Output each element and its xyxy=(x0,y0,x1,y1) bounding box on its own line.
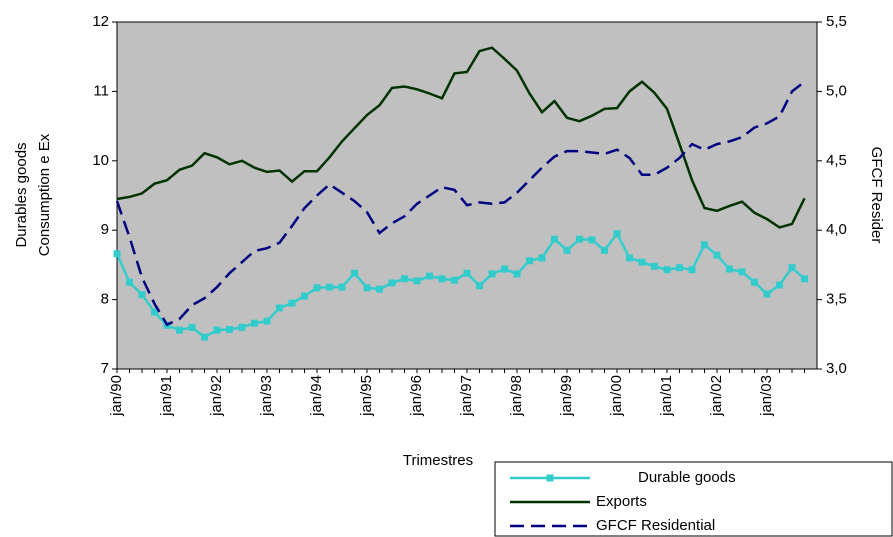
data-point xyxy=(338,283,346,291)
data-point xyxy=(113,250,121,258)
data-point xyxy=(676,264,683,272)
data-point xyxy=(176,326,183,334)
data-point xyxy=(301,292,308,300)
data-point xyxy=(588,236,596,244)
x-tick-label: jan/91 xyxy=(158,375,175,417)
series-line xyxy=(115,80,806,327)
data-point xyxy=(226,325,233,333)
data-point xyxy=(713,251,721,259)
x-axis-label: Trimestres xyxy=(403,452,473,469)
x-tick-label: jan/02 xyxy=(708,375,725,417)
data-point xyxy=(476,282,483,290)
data-point xyxy=(488,270,496,278)
x-tick-label: jan/94 xyxy=(308,375,325,417)
y2-tick-label: 5,0 xyxy=(826,82,847,99)
legend-label: GFCF Residential xyxy=(596,517,715,534)
data-point xyxy=(326,283,333,291)
data-point xyxy=(313,284,321,292)
y2-tick-label: 3,5 xyxy=(826,291,847,308)
data-point xyxy=(376,285,383,293)
data-point xyxy=(776,281,783,289)
data-point xyxy=(651,262,658,270)
y2-tick-label: 4,0 xyxy=(826,221,847,238)
data-point xyxy=(763,290,771,298)
data-point xyxy=(513,270,521,278)
data-point xyxy=(151,308,158,316)
x-tick-label: jan/01 xyxy=(658,375,675,417)
data-point xyxy=(613,230,621,238)
data-point xyxy=(263,317,271,325)
data-point xyxy=(801,275,808,283)
data-point xyxy=(276,304,283,312)
y-tick-label: 8 xyxy=(101,291,109,308)
data-point xyxy=(288,299,296,307)
y-tick-label: 9 xyxy=(101,221,109,238)
x-tick-label: jan/95 xyxy=(358,375,375,417)
y-tick-label: 10 xyxy=(92,152,109,169)
data-point xyxy=(738,268,746,276)
x-tick-label: jan/90 xyxy=(108,375,125,417)
y2-tick-label: 3,0 xyxy=(826,360,847,377)
data-point xyxy=(751,278,758,286)
data-point xyxy=(551,235,558,243)
x-tick-label: jan/00 xyxy=(608,375,625,417)
data-point xyxy=(501,265,508,273)
data-point xyxy=(688,266,696,274)
data-point xyxy=(563,246,571,254)
data-point xyxy=(426,272,433,280)
legend xyxy=(494,461,893,537)
data-point xyxy=(601,246,608,254)
legend-label: Exports xyxy=(596,493,647,510)
x-tick-label: jan/99 xyxy=(558,375,575,417)
data-point xyxy=(438,275,446,283)
y-tick-label: 11 xyxy=(93,82,109,99)
data-point xyxy=(188,323,196,331)
data-point xyxy=(401,275,408,283)
data-point xyxy=(638,258,646,266)
data-point xyxy=(126,278,133,286)
data-point xyxy=(351,269,358,277)
data-point xyxy=(726,265,733,273)
x-tick-label: jan/03 xyxy=(758,375,775,417)
data-point xyxy=(576,235,583,243)
data-point xyxy=(201,333,208,341)
legend-label: Durable goods xyxy=(638,469,736,486)
data-point xyxy=(663,266,671,274)
data-point xyxy=(363,284,371,292)
y-tick-label: 7 xyxy=(101,360,109,377)
data-point xyxy=(526,257,533,265)
y2-axis-label: GFCF Resider xyxy=(868,147,885,244)
data-point xyxy=(626,254,633,262)
data-point xyxy=(463,269,471,277)
data-point xyxy=(138,291,146,299)
data-point xyxy=(388,279,396,287)
data-point xyxy=(701,241,708,249)
y-axis-label: Consumption e Ex xyxy=(36,133,53,256)
x-tick-label: jan/96 xyxy=(408,375,425,417)
data-point xyxy=(251,319,258,327)
y-tick-label: 12 xyxy=(92,13,109,30)
series-line xyxy=(116,46,806,229)
data-point xyxy=(788,264,796,272)
plot-area xyxy=(116,21,818,370)
data-point xyxy=(238,323,246,331)
x-tick-label: jan/97 xyxy=(458,375,475,417)
x-tick-label: jan/98 xyxy=(508,375,525,417)
y-axis-label: Durables goods xyxy=(13,142,30,247)
data-point xyxy=(413,277,421,285)
data-point xyxy=(451,276,458,284)
y2-tick-label: 5,5 xyxy=(826,13,847,30)
legend-marker xyxy=(546,474,554,482)
x-tick-label: jan/92 xyxy=(208,375,225,417)
data-point xyxy=(213,326,221,334)
y2-tick-label: 4,5 xyxy=(826,152,847,169)
data-point xyxy=(538,254,546,262)
x-tick-label: jan/93 xyxy=(258,375,275,417)
